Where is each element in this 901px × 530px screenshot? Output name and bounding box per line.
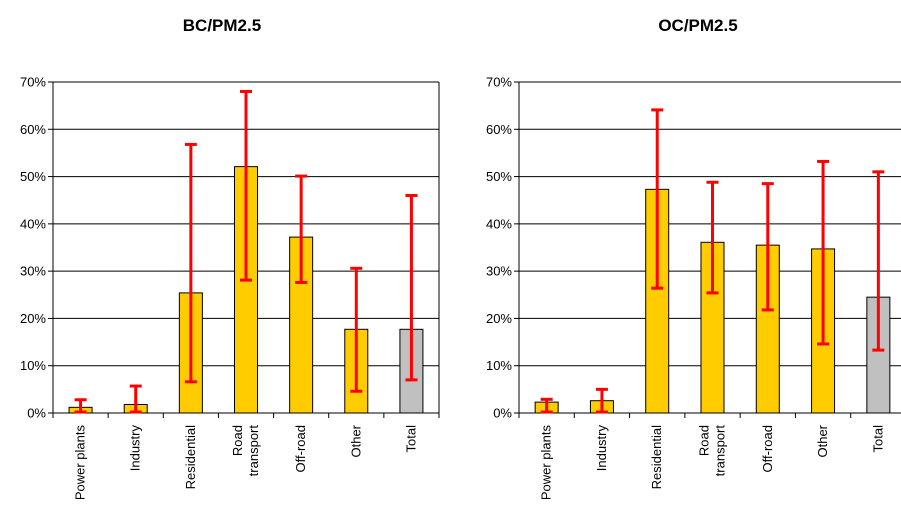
y-tick-label: 40% bbox=[20, 216, 46, 231]
x-category-label: Industry bbox=[128, 425, 143, 472]
y-tick-label: 50% bbox=[486, 169, 512, 184]
x-category-label-line: Total bbox=[403, 425, 418, 453]
y-tick-label: 30% bbox=[20, 264, 46, 279]
x-category-label-line: Residential bbox=[183, 425, 198, 489]
chart-title: OC/PM2.5 bbox=[658, 16, 737, 35]
y-tick-label: 10% bbox=[486, 358, 512, 373]
x-category-label-line: transport bbox=[246, 425, 261, 477]
x-category-label-line: Industry bbox=[128, 425, 143, 472]
y-tick-label: 10% bbox=[20, 358, 46, 373]
x-category-label: Roadtransport bbox=[697, 425, 728, 477]
x-category-label-line: Total bbox=[870, 425, 885, 453]
y-tick-label: 20% bbox=[486, 311, 512, 326]
x-category-label: Power plants bbox=[73, 425, 88, 501]
x-category-label: Power plants bbox=[539, 425, 554, 501]
x-category-label-line: Industry bbox=[594, 425, 609, 472]
x-category-label-line: Other bbox=[348, 424, 363, 457]
x-category-label: Off-road bbox=[293, 425, 308, 472]
x-category-label-line: Power plants bbox=[73, 425, 88, 501]
y-tick-label: 60% bbox=[20, 122, 46, 137]
y-tick-label: 70% bbox=[486, 75, 512, 90]
y-tick-label: 40% bbox=[486, 216, 512, 231]
x-category-label-line: Other bbox=[815, 424, 830, 457]
y-tick-label: 50% bbox=[20, 169, 46, 184]
y-tick-label: 60% bbox=[486, 122, 512, 137]
x-category-label-line: Off-road bbox=[760, 425, 775, 472]
x-category-label: Other bbox=[348, 424, 363, 457]
x-category-label-line: Road bbox=[230, 425, 245, 456]
x-category-label: Residential bbox=[649, 425, 664, 489]
y-tick-label: 0% bbox=[493, 406, 512, 421]
chart-panel-2: OC/PM2.5 0% 10% 20% 30% 40% 50% 60% 70% Power pla… bbox=[486, 16, 901, 500]
y-tick-label: 0% bbox=[27, 406, 46, 421]
x-category-label: Industry bbox=[594, 425, 609, 472]
x-category-label: Total bbox=[870, 425, 885, 453]
y-tick-label: 30% bbox=[486, 264, 512, 279]
x-category-label: Residential bbox=[183, 425, 198, 489]
x-category-label: Roadtransport bbox=[230, 425, 261, 477]
x-category-label: Total bbox=[403, 425, 418, 453]
y-tick-label: 20% bbox=[20, 311, 46, 326]
x-category-label-line: Road bbox=[697, 425, 712, 456]
x-category-label-line: Residential bbox=[649, 425, 664, 489]
y-tick-label: 70% bbox=[20, 75, 46, 90]
x-category-label-line: transport bbox=[713, 425, 728, 477]
x-category-label-line: Off-road bbox=[293, 425, 308, 472]
x-category-label: Off-road bbox=[760, 425, 775, 472]
chart-title: BC/PM2.5 bbox=[183, 16, 261, 35]
x-category-label: Other bbox=[815, 424, 830, 457]
chart-panel-1: BC/PM2.5 0% 10% 20% 30% 40% 50% 60% 70% Power pla… bbox=[20, 16, 440, 501]
x-category-label-line: Power plants bbox=[539, 425, 554, 501]
